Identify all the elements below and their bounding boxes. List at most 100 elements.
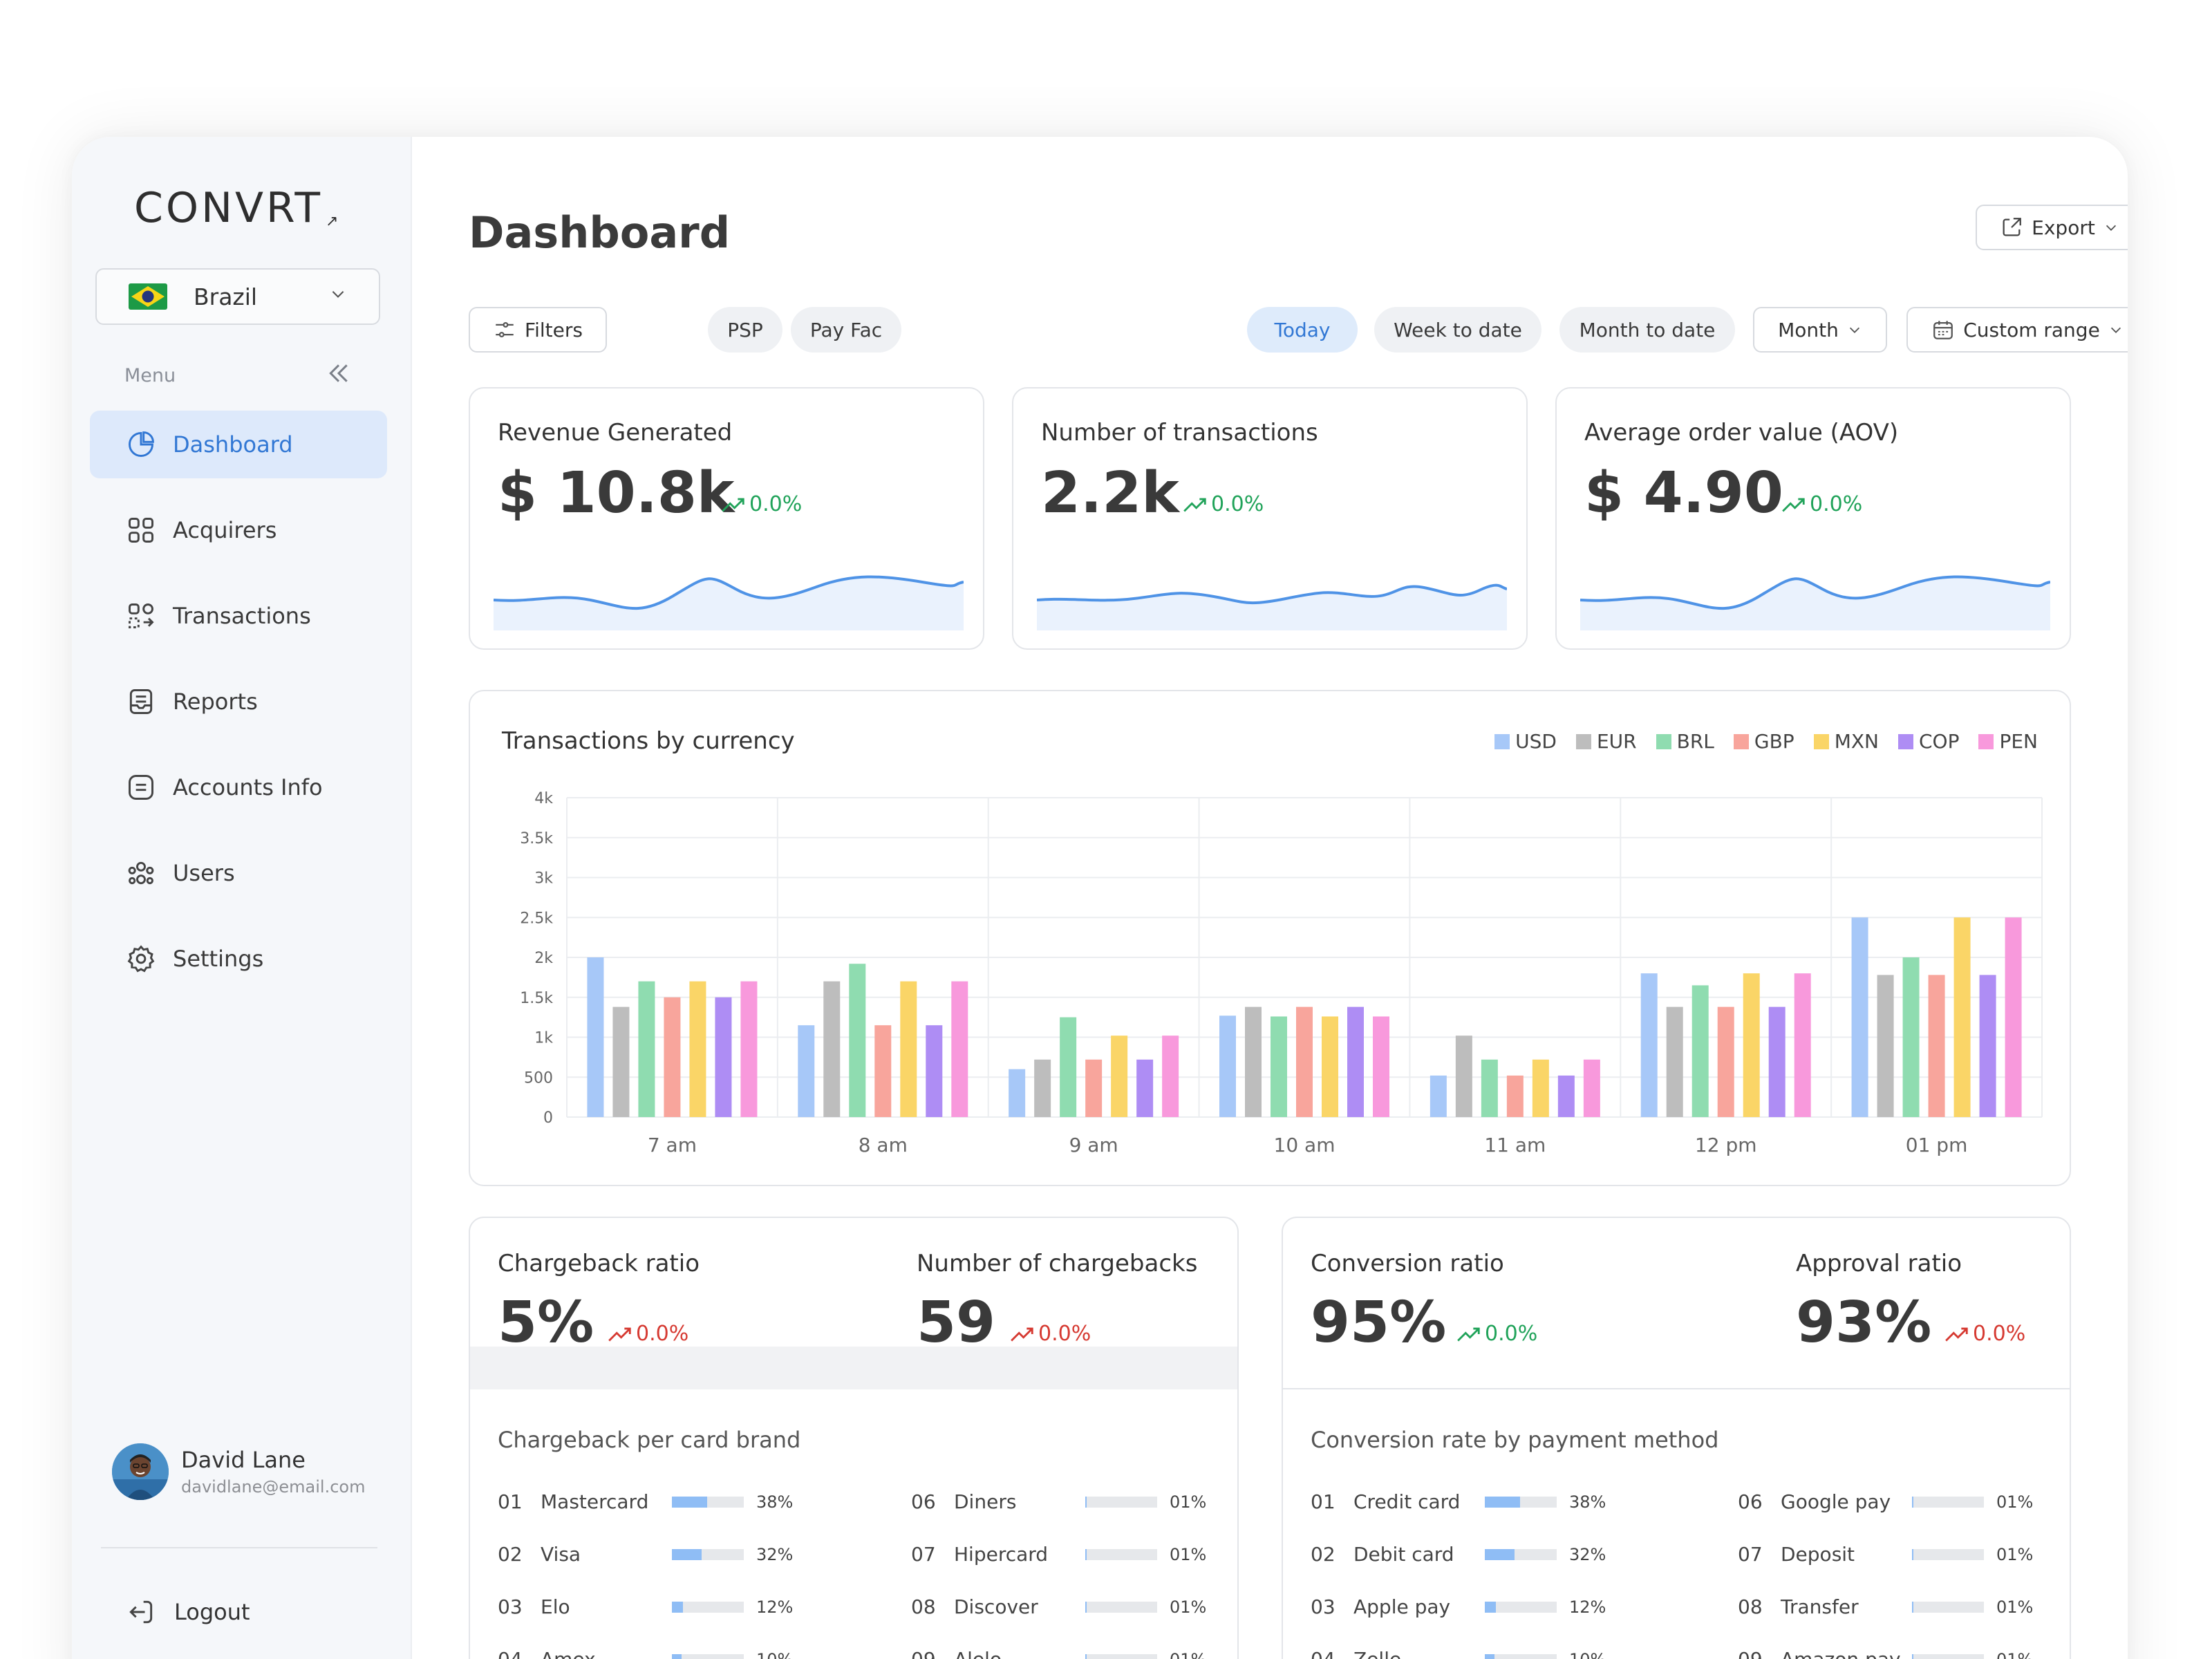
item-name: Zelle [1353, 1648, 1485, 1659]
progress-track [1085, 1653, 1157, 1659]
logo-text: CONVRT [134, 184, 324, 232]
app-window: CONVRT ↗ Brazil Menu Dashboard Acquirers [72, 137, 2128, 1659]
progress-fill [1912, 1496, 1913, 1508]
filters-button[interactable]: Filters [469, 307, 607, 353]
item-name: Deposit [1781, 1543, 1855, 1566]
payfac-pill[interactable]: Pay Fac [791, 307, 901, 353]
logo-arrow-icon: ↗ [326, 213, 341, 230]
legend-item: USD [1494, 730, 1557, 753]
legend-item: PEN [1978, 730, 2038, 753]
main-content: Dashboard Export Filters PSP Pay Fac Tod… [412, 137, 2128, 1659]
chargebacks-count-label: Number of chargebacks [917, 1250, 1198, 1277]
item-percent: 01% [1170, 1597, 1207, 1617]
psp-pill[interactable]: PSP [708, 307, 782, 353]
kpi-card-revenue: Revenue Generated $ 10.8k 0.0% [469, 387, 984, 650]
item-index: 04 [498, 1648, 541, 1659]
item-index: 08 [1738, 1595, 1763, 1618]
x-tick-label: 9 am [1069, 1134, 1118, 1156]
chargeback-card: Chargeback ratio 5% 0.0% Number of charg… [469, 1217, 1239, 1659]
sidebar-item-transactions[interactable]: Transactions [90, 582, 387, 650]
sidebar-item-label: Transactions [173, 603, 311, 629]
progress-track [672, 1653, 744, 1659]
logout-icon [129, 1600, 153, 1624]
range-today[interactable]: Today [1247, 307, 1358, 353]
logout-button[interactable]: Logout [126, 1597, 250, 1627]
range-label: Month to date [1579, 318, 1716, 341]
custom-range-label: Custom range [1963, 318, 2100, 341]
approval-ratio-value: 93% [1796, 1290, 1932, 1356]
sidebar-item-acquirers[interactable]: Acquirers [90, 496, 387, 564]
bar-mxn [689, 981, 706, 1117]
list-item: 06 Diners 01% [911, 1490, 1206, 1513]
item-name: Debit card [1353, 1543, 1454, 1566]
month-dropdown[interactable]: Month [1753, 307, 1887, 353]
bar-pen [740, 981, 758, 1117]
conversion-list-title: Conversion rate by payment method [1311, 1427, 1719, 1453]
bar-pen [1583, 1059, 1600, 1117]
list-item: 08 Discover 01% [911, 1595, 1206, 1618]
gear-icon [127, 945, 155, 973]
sidebar-item-accounts-info[interactable]: Accounts Info [90, 753, 387, 821]
bar-mxn [1953, 917, 1971, 1117]
sparkline [494, 575, 964, 630]
chargeback-ratio-label: Chargeback ratio [498, 1250, 700, 1277]
kpi-value: $ 4.90 [1584, 460, 1783, 526]
list-item: 07 Hipercard 01% [911, 1543, 1206, 1566]
sidebar-item-users[interactable]: Users [90, 839, 387, 907]
item-percent: 01% [1996, 1597, 2034, 1617]
list-item: 01 Mastercard 38% [498, 1490, 793, 1513]
legend-label: GBP [1754, 730, 1794, 753]
item-name: Amazon pay [1781, 1648, 1912, 1659]
bar-cop [1768, 1006, 1785, 1117]
logout-label: Logout [174, 1599, 250, 1625]
sidebar-item-settings[interactable]: Settings [90, 925, 387, 993]
item-index: 01 [1311, 1490, 1335, 1513]
custom-range-dropdown[interactable]: Custom range [1906, 307, 2128, 353]
list-item: 03 Apple pay 12% [1311, 1595, 1606, 1618]
trend-value: 0.0% [1973, 1322, 2026, 1346]
chargeback-ratio-value: 5% [498, 1290, 594, 1356]
progress-track [672, 1496, 744, 1508]
bar-eur [823, 981, 841, 1117]
progress-fill [672, 1496, 707, 1508]
users-icon [128, 861, 154, 885]
sidebar-item-reports[interactable]: Reports [90, 668, 387, 735]
list-item: 02 Debit card 32% [1311, 1543, 1606, 1566]
y-tick-label: 1.5k [520, 990, 553, 1007]
conversion-card: Conversion ratio 95% 0.0% Approval ratio… [1282, 1217, 2071, 1659]
country-label: Brazil [194, 283, 258, 310]
x-tick-label: 8 am [859, 1134, 908, 1156]
kpi-trend: 0.0% [1781, 492, 1862, 516]
bar-brl [1691, 985, 1709, 1117]
bar-eur [1034, 1059, 1051, 1117]
legend-swatch [1733, 733, 1749, 749]
country-selector[interactable]: Brazil [95, 268, 380, 325]
list-item: 09Alelo 01% [911, 1648, 1206, 1659]
collapse-sidebar-icon[interactable] [325, 359, 353, 387]
item-index: 07 [911, 1543, 936, 1566]
export-label: Export [2032, 216, 2095, 239]
y-tick-label: 500 [524, 1069, 553, 1087]
range-month-to-date[interactable]: Month to date [1559, 307, 1735, 353]
item-index: 02 [498, 1543, 523, 1566]
trend-value: 0.0% [636, 1322, 689, 1346]
export-button[interactable]: Export [1976, 205, 2128, 250]
legend-label: USD [1515, 730, 1557, 753]
legend-item: EUR [1575, 730, 1637, 753]
sidebar: CONVRT ↗ Brazil Menu Dashboard Acquirers [72, 137, 412, 1659]
legend-swatch [1897, 733, 1913, 749]
range-week-to-date[interactable]: Week to date [1374, 307, 1541, 353]
sparkline [1037, 583, 1507, 630]
sidebar-item-dashboard[interactable]: Dashboard [90, 411, 387, 478]
item-index: 09 [1738, 1648, 1781, 1659]
bar-brl [1060, 1017, 1077, 1117]
chevron-down-icon [1849, 327, 1859, 333]
list-item: 02 Visa 32% [498, 1543, 793, 1566]
kpi-title: Average order value (AOV) [1584, 419, 1899, 447]
legend-item: COP [1897, 730, 1959, 753]
card-divider [1283, 1388, 2070, 1389]
item-percent: 10% [1569, 1650, 1606, 1659]
user-profile[interactable]: David Lane davidlane@email.com [112, 1443, 365, 1500]
x-tick-label: 12 pm [1695, 1134, 1757, 1156]
psp-label: PSP [727, 318, 763, 341]
